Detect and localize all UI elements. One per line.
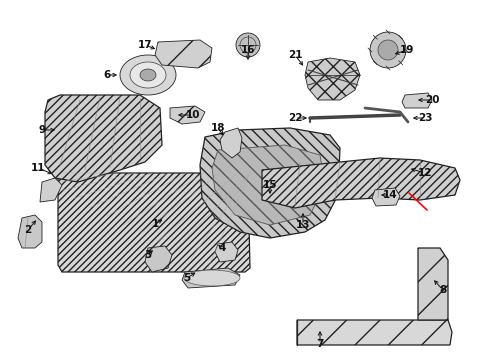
Text: 7: 7 — [316, 339, 323, 349]
Ellipse shape — [183, 270, 240, 286]
Polygon shape — [212, 145, 325, 225]
Polygon shape — [155, 40, 212, 68]
Ellipse shape — [120, 55, 176, 95]
Ellipse shape — [236, 33, 260, 57]
Text: 15: 15 — [262, 180, 277, 190]
Text: 2: 2 — [24, 225, 32, 235]
Polygon shape — [182, 268, 240, 288]
Polygon shape — [45, 95, 162, 182]
Text: 22: 22 — [287, 113, 302, 123]
Polygon shape — [145, 246, 172, 272]
Ellipse shape — [130, 62, 165, 88]
Ellipse shape — [140, 69, 156, 81]
Polygon shape — [305, 58, 359, 100]
Text: 18: 18 — [210, 123, 225, 133]
Text: 1: 1 — [151, 219, 158, 229]
Text: 10: 10 — [185, 110, 200, 120]
Polygon shape — [58, 173, 249, 272]
Text: 8: 8 — [439, 285, 446, 295]
Polygon shape — [296, 320, 451, 345]
Text: 13: 13 — [295, 220, 309, 230]
Text: 16: 16 — [240, 45, 255, 55]
Text: 9: 9 — [39, 125, 45, 135]
Text: 6: 6 — [103, 70, 110, 80]
Ellipse shape — [369, 32, 405, 68]
Polygon shape — [215, 242, 238, 262]
Ellipse shape — [377, 40, 397, 60]
Polygon shape — [371, 188, 399, 206]
Text: 11: 11 — [31, 163, 45, 173]
Polygon shape — [40, 178, 62, 202]
Text: 12: 12 — [417, 168, 431, 178]
Polygon shape — [220, 128, 242, 158]
Text: 20: 20 — [424, 95, 438, 105]
Text: 5: 5 — [183, 273, 190, 283]
Polygon shape — [262, 158, 459, 208]
Polygon shape — [417, 248, 447, 320]
Polygon shape — [18, 215, 42, 248]
Text: 17: 17 — [138, 40, 152, 50]
Text: 4: 4 — [218, 243, 225, 253]
Text: 19: 19 — [399, 45, 413, 55]
Text: 23: 23 — [417, 113, 431, 123]
Text: 3: 3 — [144, 250, 151, 260]
Polygon shape — [170, 106, 204, 124]
Text: 14: 14 — [382, 190, 397, 200]
Text: 21: 21 — [287, 50, 302, 60]
Polygon shape — [401, 93, 431, 108]
Polygon shape — [200, 128, 339, 238]
